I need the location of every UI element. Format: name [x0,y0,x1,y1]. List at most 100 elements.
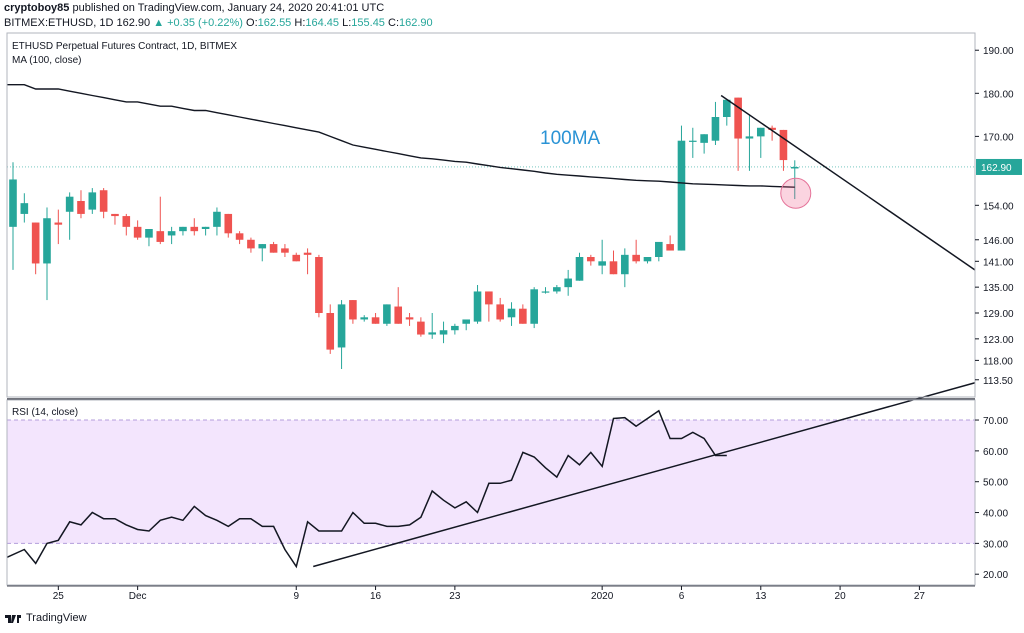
candle-body [235,233,244,240]
candle-body [326,313,335,350]
price-tick-label: 123.00 [983,335,1014,346]
price-pane [7,33,975,397]
candle-body [541,291,550,293]
candle-body [496,304,504,320]
open-value: 162.55 [257,17,292,29]
brand-label[interactable]: TradingView [26,612,87,624]
price-tick-label: 135.00 [983,283,1014,294]
x-tick-label: 20 [835,591,847,602]
ma-test-highlight-circle [780,177,812,209]
x-tick-label: 2020 [591,591,614,602]
candle-body [213,211,221,227]
candle-body [65,196,74,212]
candle-body [77,201,85,214]
candle-body [553,287,561,292]
candle-body [428,332,437,335]
candle-body [133,226,142,238]
candle-body [632,254,640,262]
candle-body [507,308,516,318]
candle-body [745,136,754,139]
candle-body [439,330,448,335]
x-tick-label: 27 [914,591,926,602]
footer: TradingView [4,612,87,624]
candle-body [224,213,233,234]
candle-body [54,222,63,225]
candle-body [462,319,470,324]
candle-body [9,179,17,227]
candle-body [790,166,799,169]
candle-body [371,317,380,324]
candle-body [201,226,210,229]
rsi-tick-label: 70.00 [983,416,1008,427]
candle-body [111,213,119,217]
candle-body [292,254,301,262]
close-value: 162.90 [399,17,433,29]
price-tick-label: 146.00 [983,236,1014,247]
price-tick-label: 129.00 [983,309,1014,320]
candle-body [564,278,572,288]
candle-body [303,252,312,255]
high-value: 164.45 [305,17,340,29]
candle-body [405,317,414,320]
ma-100-line [7,84,795,188]
candle-body [643,257,652,262]
author[interactable]: cryptoboy85 [4,2,70,14]
x-tick-label: 6 [679,591,685,602]
candle-body [451,325,459,331]
candle-body [315,257,323,313]
x-tick-label: 9 [293,591,299,602]
candle-body [609,261,618,275]
candle-body [700,134,708,143]
candle-body [99,190,108,212]
candle-body [779,129,788,161]
candle-body [734,97,742,139]
rsi-tick-label: 60.00 [983,447,1008,458]
candle-body [666,244,674,251]
candle-body [621,254,629,275]
candle-body [360,317,369,320]
rsi-tick-label: 50.00 [983,478,1008,489]
candle-body [247,239,255,249]
ma-indicator-label: MA (100, close) [12,55,81,66]
price-tick-label: 118.00 [983,356,1013,367]
x-tick-label: 16 [370,591,382,602]
price-pane-frame [6,32,976,398]
low-value: 155.45 [351,17,385,29]
candle-body [122,216,131,227]
candle-body [43,218,51,264]
ohlc-header: BITMEX:ETHUSD, 1D 162.90 ▲ +0.35 (+0.22%… [4,17,433,29]
candle-body [156,231,165,242]
last-price-tick: 162.90 [981,163,1012,174]
candle-body [269,244,278,253]
last-price-badge [976,158,1022,175]
rsi-tick-label: 40.00 [983,509,1008,520]
x-tick-label: 25 [53,591,65,602]
price-tick-label: 180.00 [983,89,1014,100]
candle-body [179,226,187,232]
tradingview-logo-icon [5,615,21,623]
candle-body [485,291,493,305]
price-tick-label: 113.50 [983,376,1013,387]
rsi-tick-label: 20.00 [983,570,1008,581]
last-price: 162.90 [116,17,151,29]
x-tick-label: 13 [755,591,767,602]
candle-body [383,304,391,324]
rsi-pane-frame [6,399,976,586]
candle-body [258,244,267,249]
price-pane-title: ETHUSD Perpetual Futures Contract, 1D, B… [12,41,237,52]
rsi-support-trendline [313,382,976,568]
price-tick-label: 170.00 [983,132,1014,143]
candle-body [722,99,731,117]
rsi-pane-title: RSI (14, close) [12,407,78,418]
price-tick-label: 141.00 [983,257,1014,268]
published-text: published on TradingView.com, January 24… [72,2,385,14]
rsi-line [6,409,727,569]
candle-body [598,261,606,266]
candle-body [349,300,357,320]
price-tick-label: 190.00 [983,46,1014,57]
candle-body [167,231,176,236]
symbol-label: BITMEX:ETHUSD, 1D [4,17,114,29]
candle-body [394,306,403,324]
candle-body [530,289,538,324]
